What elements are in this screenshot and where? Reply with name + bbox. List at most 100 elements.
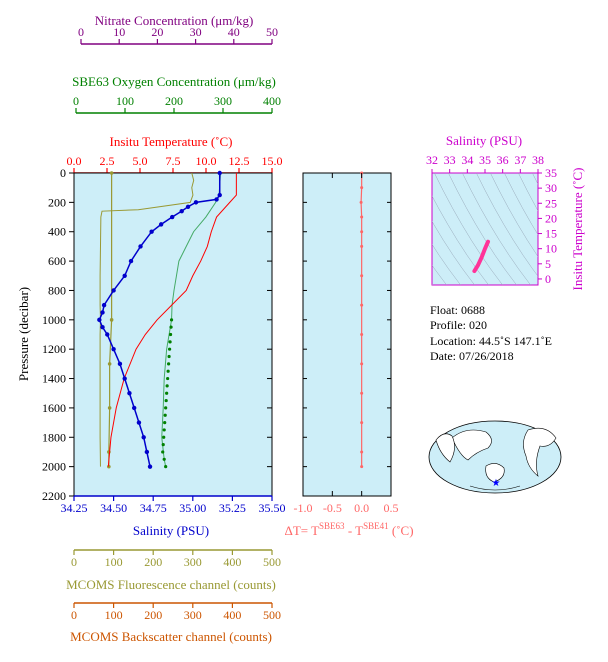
float-id: Float: 0688 xyxy=(430,303,486,317)
oxygen-point xyxy=(161,443,165,447)
salinity-axis: 34.25 34.50 34.75 35.00 35.25 35.50 Salinity … xyxy=(61,495,286,538)
salinity-point xyxy=(117,361,123,367)
nitrate-line xyxy=(99,172,195,467)
salinity-tick-label: 34.75 xyxy=(140,501,167,515)
delta-t-axis: -1.0 -0.5 0.0 0.5 xyxy=(294,172,399,515)
fluorescence-tick-label: 400 xyxy=(223,555,241,569)
ts-diagram: Salinity (PSU) 32 33 34 35 36 37 3805101520253… xyxy=(426,133,585,291)
salinity-point xyxy=(214,197,219,202)
oxygen-point xyxy=(164,465,168,469)
nitrate-tick-label: 40 xyxy=(228,25,240,39)
salinity-point xyxy=(111,288,116,293)
delta-t-point xyxy=(360,391,364,395)
oxygen-tick-label: 200 xyxy=(165,94,183,108)
oxygen-point xyxy=(169,325,173,329)
temperature-tick-label: 15.0 xyxy=(262,154,283,168)
nitrate-tick-label: 50 xyxy=(266,25,278,39)
pressure-tick-label: 800 xyxy=(48,283,66,297)
ts-salinity-tick-label: 36 xyxy=(497,153,509,167)
salinity-point xyxy=(111,346,116,352)
density-isoline xyxy=(462,173,532,285)
fluorescence-axis: 0 100 200 300 400 500 MCOMS Fluorescence chan… xyxy=(66,549,281,592)
salinity-point xyxy=(185,204,191,209)
delta-t-point xyxy=(360,362,364,366)
nitrate-tick-label: 10 xyxy=(113,25,125,39)
salinity-point xyxy=(147,464,153,469)
oxygen-point xyxy=(168,340,172,344)
oxygen-point xyxy=(161,450,165,454)
salinity-point xyxy=(97,317,102,323)
salinity-point xyxy=(217,170,222,176)
pressure-tick-label: 600 xyxy=(48,254,66,268)
backscatter-point xyxy=(109,171,114,175)
delta-t-point xyxy=(360,421,364,425)
salinity-point xyxy=(128,258,134,264)
salinity-point xyxy=(217,192,222,198)
ts-salinity-tick-label: 37 xyxy=(514,153,526,167)
pressure-tick-label: 1400 xyxy=(42,372,66,386)
oxygen-point xyxy=(164,406,168,410)
main-series xyxy=(97,170,237,469)
oxygen-point xyxy=(166,376,170,381)
salinity-point xyxy=(100,324,105,330)
map-land-asia xyxy=(451,429,492,461)
oxygen-point xyxy=(163,413,167,417)
nitrate-axis-label: Nitrate Concentration (μm/kg) xyxy=(95,13,254,28)
fluorescence-axis-label: MCOMS Fluorescence channel (counts) xyxy=(66,577,276,592)
salinity-point xyxy=(127,391,132,396)
ts-temperature-tick-label: 5 xyxy=(545,257,551,271)
pressure-tick-label: 2200 xyxy=(42,489,66,503)
salinity-tick-label: 34.50 xyxy=(100,501,127,515)
delta-t-series xyxy=(359,171,364,469)
oxygen-axis-label: SBE63 Oxygen Concentration (μm/kg) xyxy=(72,74,276,89)
salinity-tick-label: 34.25 xyxy=(61,501,88,515)
oxygen-axis: SBE63 Oxygen Concentration (μm/kg) 0 100 2… xyxy=(72,74,281,114)
salinity-axis-label: Salinity (PSU) xyxy=(133,523,209,538)
map-land-americas xyxy=(523,427,557,477)
density-isoline xyxy=(448,173,518,285)
pressure-tick-label: 1800 xyxy=(42,430,66,444)
delta-t-point xyxy=(360,465,364,469)
backscatter-line xyxy=(108,173,113,467)
map-land-antarctica xyxy=(469,485,521,491)
delta-t-point xyxy=(360,186,364,190)
delta-t-point xyxy=(360,244,364,248)
fluorescence-tick-label: 200 xyxy=(144,555,162,569)
backscatter-tick-label: 500 xyxy=(263,608,281,622)
nitrate-tick-label: 0 xyxy=(78,25,84,39)
delta-t-tick-label: 0.5 xyxy=(384,501,399,515)
salinity-point xyxy=(141,435,146,440)
temperature-tick-label: 7.5 xyxy=(166,154,181,168)
oxygen-point xyxy=(163,420,167,425)
fluorescence-tick-label: 500 xyxy=(263,555,281,569)
pressure-tick-label: 400 xyxy=(48,225,66,239)
salinity-tick-label: 35.00 xyxy=(179,501,206,515)
salinity-point xyxy=(100,310,105,315)
fluorescence-tick-label: 100 xyxy=(105,555,123,569)
ts-temperature-tick-label: 25 xyxy=(545,196,557,210)
oxygen-tick-label: 100 xyxy=(116,94,134,108)
ts-salinity-tick-label: 33 xyxy=(444,153,456,167)
salinity-point xyxy=(101,302,107,308)
delta-t-tick-label: 0.0 xyxy=(354,501,369,515)
fluorescence-tick-label: 300 xyxy=(184,555,202,569)
oxygen-point xyxy=(165,391,169,395)
oxygen-point xyxy=(167,362,171,366)
salinity-point xyxy=(131,405,137,411)
ts-temperature-tick-label: 0 xyxy=(545,272,551,286)
temperature-line xyxy=(107,173,237,467)
ts-temperature-tick-label: 10 xyxy=(545,242,557,256)
salinity-point xyxy=(138,244,143,249)
backscatter-tick-label: 400 xyxy=(223,608,241,622)
ts-curve xyxy=(472,239,491,274)
pressure-tick-label: 1600 xyxy=(42,401,66,415)
ts-salinity-tick-label: 38 xyxy=(532,153,544,167)
salinity-point xyxy=(179,208,184,214)
delta-t-line xyxy=(360,173,363,467)
salinity-tick-label: 35.25 xyxy=(219,501,246,515)
density-isoline xyxy=(432,220,476,285)
oxygen-point xyxy=(162,457,166,461)
salinity-point xyxy=(144,449,150,455)
pressure-tick-label: 1200 xyxy=(42,342,66,356)
